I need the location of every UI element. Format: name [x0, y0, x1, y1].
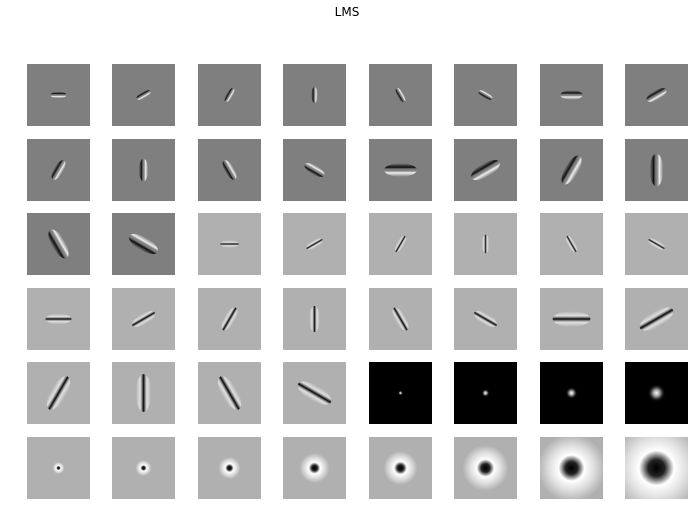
filter-tile	[369, 213, 432, 275]
filter-tile	[112, 213, 175, 275]
filter-tile	[198, 437, 261, 499]
filter-tile	[27, 139, 90, 201]
filter-tile	[454, 213, 517, 275]
filter-tile	[112, 362, 175, 424]
filter-tile	[27, 437, 90, 499]
filter-tile	[283, 139, 346, 201]
filter-tile	[454, 139, 517, 201]
filter-tile	[283, 64, 346, 126]
filter-tile	[540, 362, 603, 424]
filter-tile	[540, 437, 603, 499]
filter-tile	[540, 64, 603, 126]
filter-tile	[540, 213, 603, 275]
filter-tile	[369, 139, 432, 201]
filter-tile	[198, 213, 261, 275]
filter-tile	[27, 64, 90, 126]
filter-tile	[27, 288, 90, 350]
filter-tile	[454, 64, 517, 126]
filter-tile	[198, 362, 261, 424]
filter-tile	[283, 437, 346, 499]
filter-tile	[625, 437, 688, 499]
filter-tile	[27, 362, 90, 424]
filter-tile	[369, 362, 432, 424]
filter-tile	[625, 288, 688, 350]
filter-tile	[454, 362, 517, 424]
filter-tile	[540, 139, 603, 201]
filter-tile	[198, 288, 261, 350]
filter-tile	[112, 437, 175, 499]
filter-tile	[283, 288, 346, 350]
filter-tile	[625, 64, 688, 126]
filter-tile	[198, 64, 261, 126]
filter-tile	[369, 64, 432, 126]
filter-tile	[625, 213, 688, 275]
filter-tile	[112, 288, 175, 350]
filter-tile	[283, 362, 346, 424]
filter-tile	[369, 288, 432, 350]
filter-tile	[112, 139, 175, 201]
filter-tile	[454, 437, 517, 499]
figure-title: LMS	[334, 5, 360, 19]
filter-tile	[625, 139, 688, 201]
filter-tile	[369, 437, 432, 499]
filter-tile	[27, 213, 90, 275]
filter-tile	[625, 362, 688, 424]
filter-tile	[112, 64, 175, 126]
filter-tile	[198, 139, 261, 201]
filter-tile	[540, 288, 603, 350]
filter-tile	[454, 288, 517, 350]
filter-tile	[283, 213, 346, 275]
